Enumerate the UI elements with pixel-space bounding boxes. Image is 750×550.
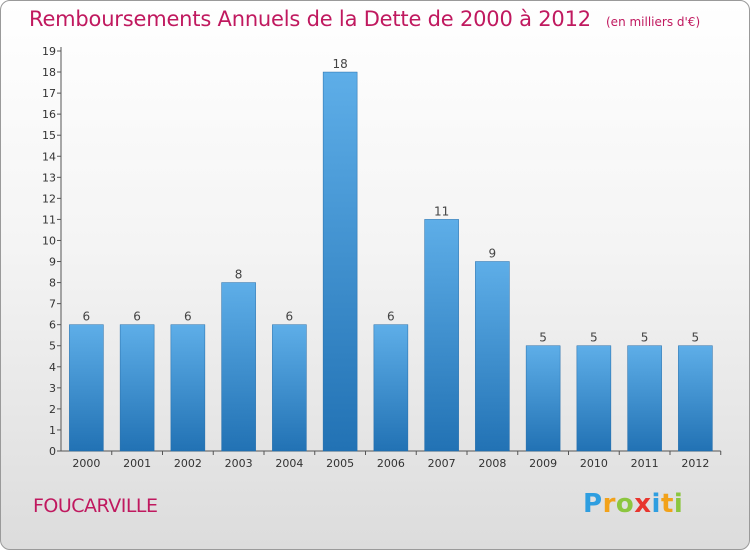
- bar-2006: [373, 324, 409, 452]
- y-tick-label: 17: [42, 87, 56, 100]
- y-tick-label: 2: [49, 403, 56, 416]
- value-label-2011: 5: [641, 331, 649, 345]
- value-label-2008: 9: [489, 247, 497, 261]
- brand-letter: i: [673, 489, 684, 519]
- chart-title-block: Remboursements Annuels de la Dette de 20…: [29, 7, 700, 31]
- y-tick-label: 15: [42, 129, 56, 142]
- bar-2000: [69, 324, 104, 452]
- y-tick-label: 4: [49, 361, 56, 374]
- value-label-2004: 6: [286, 310, 294, 324]
- x-tick-label-2003: 2003: [225, 457, 253, 470]
- y-tick-label: 14: [42, 150, 56, 163]
- value-label-2006: 6: [387, 310, 395, 324]
- x-tick-label-2007: 2007: [428, 457, 456, 470]
- bar-2007: [424, 219, 459, 452]
- bar-2010: [576, 345, 612, 452]
- y-tick-label: 9: [49, 256, 56, 269]
- bar-2004: [272, 324, 307, 452]
- value-label-2002: 6: [184, 310, 192, 324]
- x-tick-label-2008: 2008: [478, 457, 506, 470]
- bar-2002: [170, 324, 206, 452]
- y-tick-label: 18: [42, 66, 56, 79]
- y-tick-label: 12: [42, 192, 56, 205]
- x-tick-label-2000: 2000: [72, 457, 100, 470]
- bar-2003: [221, 282, 256, 452]
- value-label-2003: 8: [235, 268, 243, 282]
- value-label-2012: 5: [692, 331, 700, 345]
- x-tick-label-2005: 2005: [326, 457, 354, 470]
- y-tick-label: 13: [42, 171, 56, 184]
- y-tick-label: 6: [49, 319, 56, 332]
- x-tick-label-2004: 2004: [275, 457, 303, 470]
- brand-letter: t: [660, 489, 674, 519]
- chart-title: Remboursements Annuels de la Dette de 20…: [29, 7, 591, 31]
- brand-letter: r: [602, 489, 616, 519]
- value-label-2009: 5: [539, 331, 547, 345]
- bars: [69, 71, 713, 452]
- y-tick-label: 5: [49, 340, 56, 353]
- x-tick-label-2011: 2011: [631, 457, 659, 470]
- bar-2011: [627, 345, 662, 452]
- value-label-2001: 6: [133, 310, 141, 324]
- labels: 0123456789101112131415161718192000620016…: [42, 45, 709, 470]
- y-tick-label: 8: [49, 277, 56, 290]
- y-tick-label: 0: [49, 445, 56, 458]
- chart-unit-note: (en milliers d'€): [606, 15, 701, 29]
- value-label-2000: 6: [83, 310, 91, 324]
- y-tick-label: 1: [49, 424, 56, 437]
- brand-logo[interactable]: Proxiti: [583, 489, 683, 519]
- y-tick-label: 19: [42, 45, 56, 58]
- x-tick-label-2009: 2009: [529, 457, 557, 470]
- brand-letter: P: [583, 489, 603, 519]
- bar-2005: [322, 71, 358, 452]
- x-tick-label-2006: 2006: [377, 457, 405, 470]
- bar-2009: [525, 345, 561, 452]
- bar-2001: [119, 324, 155, 452]
- bar-2012: [678, 345, 713, 452]
- x-tick-label-2012: 2012: [681, 457, 709, 470]
- bar-2008: [475, 261, 510, 452]
- city-name: FOUCARVILLE: [33, 495, 158, 517]
- y-tick-label: 10: [42, 234, 56, 247]
- brand-letter: x: [634, 489, 652, 519]
- value-label-2010: 5: [590, 331, 598, 345]
- value-label-2007: 11: [434, 204, 449, 218]
- x-tick-label-2010: 2010: [580, 457, 608, 470]
- y-tick-label: 11: [42, 213, 56, 226]
- value-label-2005: 18: [332, 57, 347, 71]
- y-tick-label: 7: [49, 298, 56, 311]
- brand-letter: i: [651, 489, 661, 519]
- x-tick-label-2001: 2001: [123, 457, 151, 470]
- brand-letter: o: [615, 489, 635, 519]
- y-tick-label: 16: [42, 108, 56, 121]
- x-tick-label-2002: 2002: [174, 457, 202, 470]
- y-tick-label: 3: [49, 382, 56, 395]
